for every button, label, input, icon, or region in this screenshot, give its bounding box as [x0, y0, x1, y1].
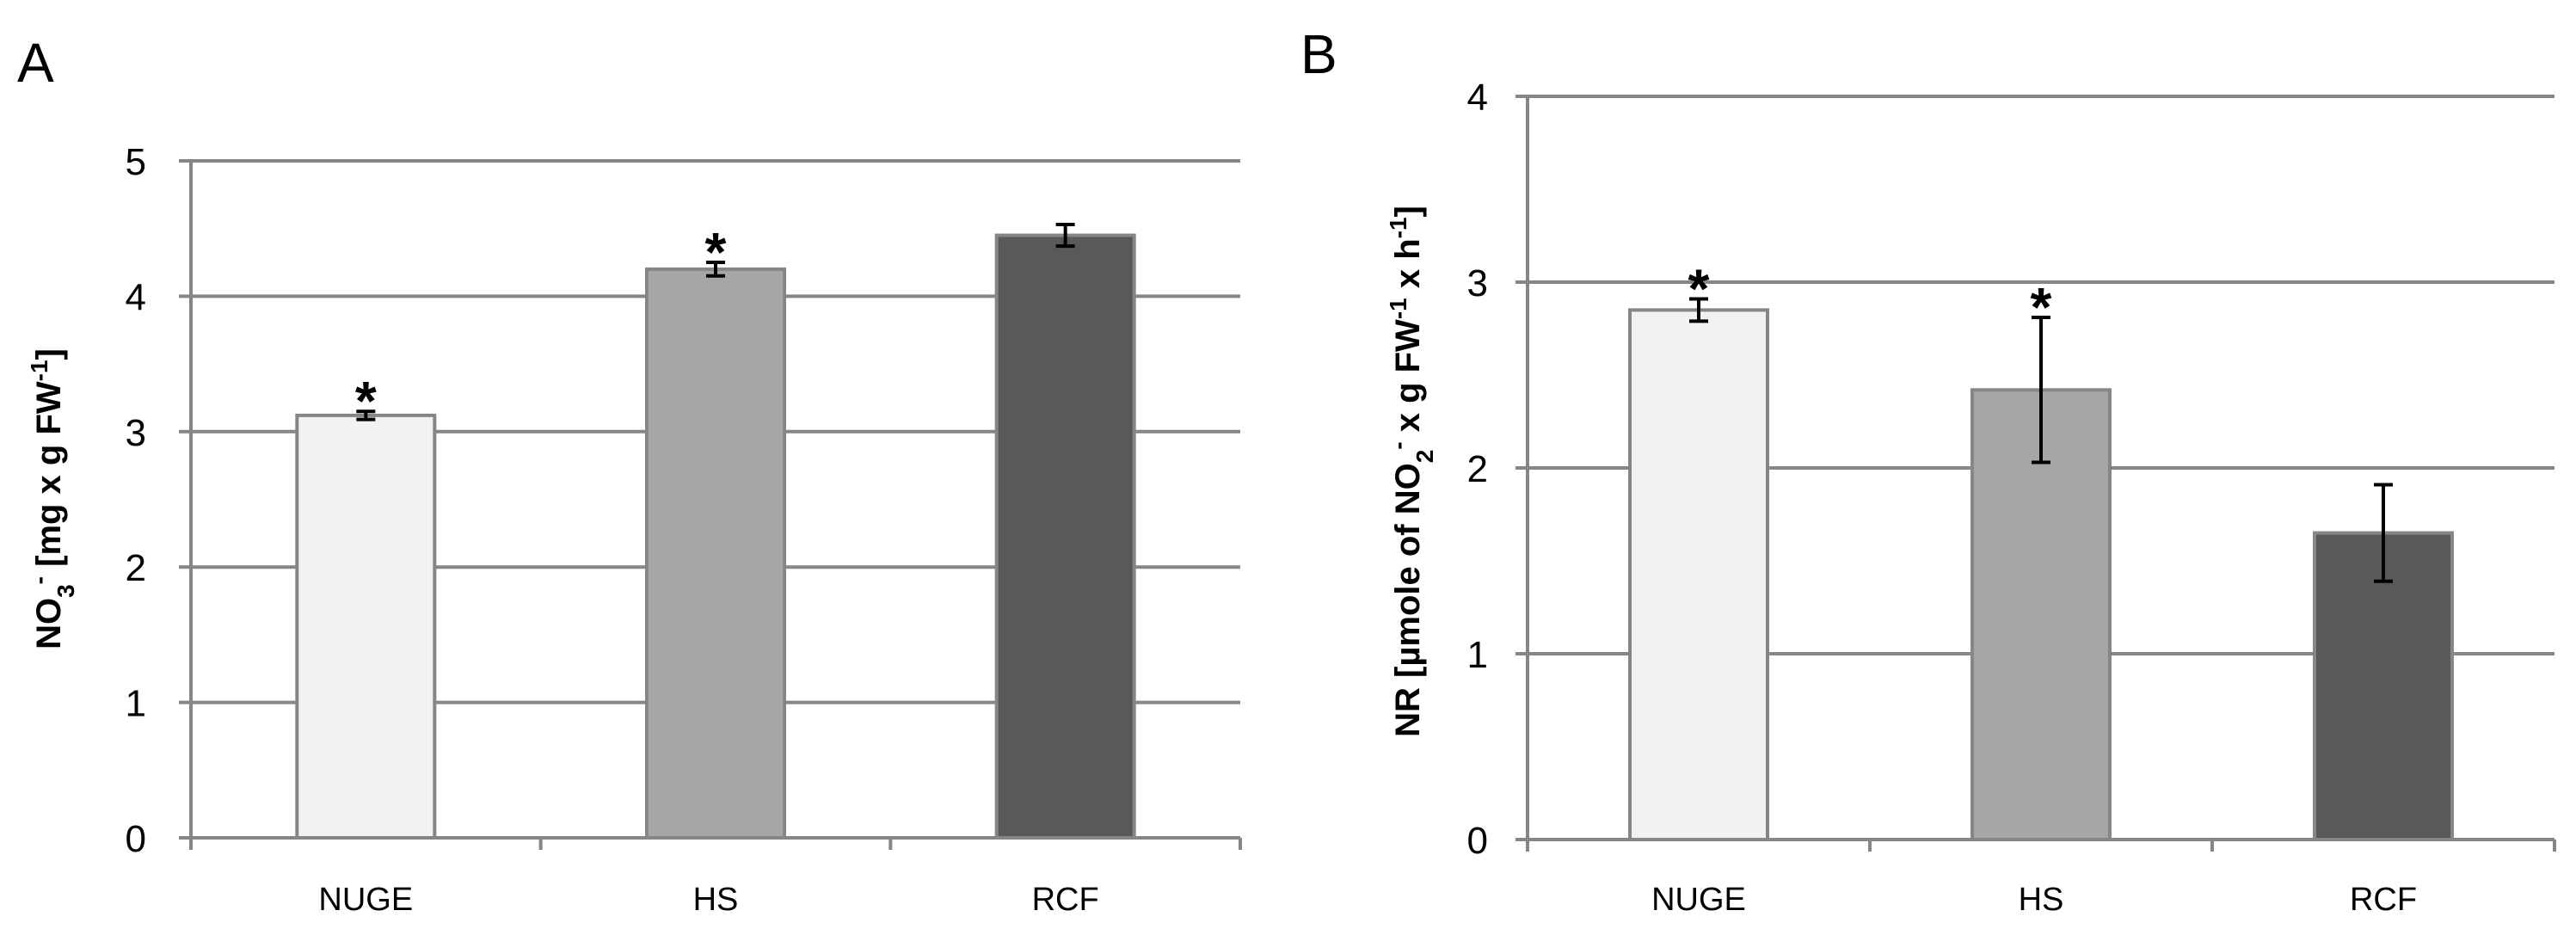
y-tick-label: 5 — [126, 141, 146, 183]
bar — [1628, 308, 1769, 841]
y-tick-label: 4 — [126, 276, 146, 318]
y-tick-label: 1 — [1467, 634, 1488, 676]
y-tick-label: 2 — [1467, 448, 1488, 490]
y-tick-label: 3 — [126, 412, 146, 454]
significance-marker: * — [705, 221, 727, 283]
y-tick-label: 1 — [126, 683, 146, 725]
y-tick-label: 4 — [1467, 77, 1488, 119]
chart-panel-b: B 0 1 2 3 4 * NUGE * HS RCF NR [µmole of NO2- x g … — [1300, 23, 2556, 918]
x-tick-label: RCF — [1032, 882, 1099, 918]
significance-marker: * — [355, 370, 377, 432]
bar — [994, 233, 1136, 840]
bar — [1970, 388, 2112, 841]
y-tick-label: 3 — [1467, 262, 1488, 305]
y-tick-label: 2 — [126, 547, 146, 589]
y-tick-label: 0 — [126, 818, 146, 860]
x-tick-label: NUGE — [1651, 882, 1746, 918]
significance-marker: * — [1688, 257, 1710, 319]
panel-label: A — [17, 32, 54, 94]
x-tick-label: HS — [2019, 882, 2064, 918]
y-axis-label: NO3- [mg x g FW-1] — [26, 348, 79, 649]
x-tick-label: HS — [693, 882, 739, 918]
y-tick-label: 0 — [1467, 820, 1488, 862]
bar — [295, 413, 437, 840]
panel-label: B — [1300, 23, 1337, 85]
y-axis-label: NR [µmole of NO2- x g FW-1 x h-1] — [1385, 206, 1438, 737]
bar — [2313, 531, 2454, 841]
significance-marker: * — [2031, 276, 2052, 338]
x-tick-label: RCF — [2350, 882, 2417, 918]
chart-panel-a: A 0 1 2 3 4 5 * NUGE * HS RCF NO3- [mg x g FW-1] — [17, 32, 1242, 918]
bar — [645, 267, 786, 840]
x-tick-label: NUGE — [318, 882, 413, 918]
